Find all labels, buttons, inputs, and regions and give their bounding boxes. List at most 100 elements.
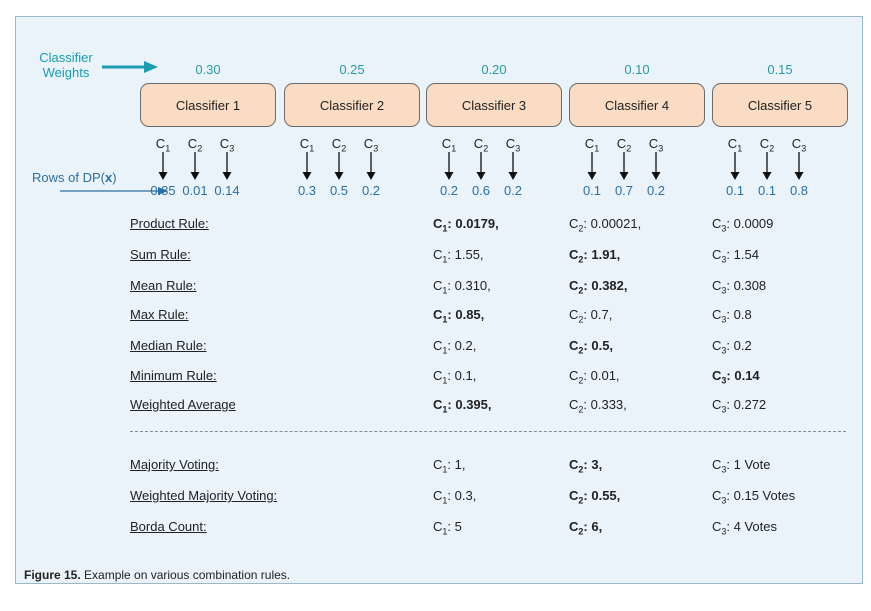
probability-value: 0.1 bbox=[582, 183, 602, 198]
rule-score-c1: C1: 1, bbox=[433, 457, 466, 475]
down-arrow bbox=[334, 152, 344, 180]
classifier-weight: 0.10 bbox=[624, 62, 650, 77]
rule-score-c1: C1: 0.3, bbox=[433, 488, 477, 506]
probability-value: 0.14 bbox=[214, 183, 240, 198]
down-arrow bbox=[302, 152, 312, 180]
class-label: C2 bbox=[187, 136, 203, 154]
class-label: C3 bbox=[791, 136, 807, 154]
classifier-box: Classifier 5 bbox=[712, 83, 848, 127]
rule-name: Max Rule: bbox=[130, 307, 189, 322]
rule-score-c2: C2: 0.5, bbox=[569, 338, 614, 356]
rule-score-c2: C2: 6, bbox=[569, 519, 603, 537]
classifier-weight: 0.20 bbox=[481, 62, 507, 77]
down-arrow bbox=[222, 152, 232, 180]
class-label: C1 bbox=[299, 136, 315, 154]
class-label: C1 bbox=[155, 136, 171, 154]
rule-score-c2: C2: 0.55, bbox=[569, 488, 621, 506]
classifier-weight: 0.30 bbox=[195, 62, 221, 77]
rule-score-c2: C2: 0.7, bbox=[569, 307, 613, 325]
class-label: C2 bbox=[331, 136, 347, 154]
down-arrow bbox=[619, 152, 629, 180]
rule-score-c3: C3: 0.2 bbox=[712, 338, 752, 356]
rule-score-c3: C3: 0.15 Votes bbox=[712, 488, 796, 506]
rule-name: Majority Voting: bbox=[130, 457, 219, 472]
classifier-box: Classifier 1 bbox=[140, 83, 276, 127]
rule-score-c2: C2: 3, bbox=[569, 457, 603, 475]
probability-value: 0.2 bbox=[503, 183, 523, 198]
class-label: C3 bbox=[363, 136, 379, 154]
rule-score-c3: C3: 0.308 bbox=[712, 278, 767, 296]
classifier-weight: 0.25 bbox=[339, 62, 365, 77]
probability-value: 0.5 bbox=[329, 183, 349, 198]
rule-score-c3: C3: 0.8 bbox=[712, 307, 752, 325]
probability-value: 0.6 bbox=[471, 183, 491, 198]
rule-score-c1: C1: 0.0179, bbox=[433, 216, 499, 234]
down-arrow bbox=[508, 152, 518, 180]
probability-value: 0.1 bbox=[725, 183, 745, 198]
down-arrow bbox=[794, 152, 804, 180]
rule-score-c1: C1: 0.310, bbox=[433, 278, 491, 296]
rule-score-c1: C1: 1.55, bbox=[433, 247, 484, 265]
rule-score-c1: C1: 5 bbox=[433, 519, 462, 537]
down-arrow bbox=[730, 152, 740, 180]
figure-caption: Figure 15. Example on various combinatio… bbox=[24, 568, 291, 582]
down-arrow bbox=[476, 152, 486, 180]
rule-score-c2: C2: 1.91, bbox=[569, 247, 621, 265]
rule-score-c2: C2: 0.01, bbox=[569, 368, 620, 386]
class-label: C3 bbox=[219, 136, 235, 154]
rows-arrow bbox=[60, 187, 168, 195]
rule-score-c1: C1: 0.1, bbox=[433, 368, 477, 386]
rule-score-c2: C2: 0.00021, bbox=[569, 216, 642, 234]
down-arrow bbox=[190, 152, 200, 180]
classifier-weight: 0.15 bbox=[767, 62, 793, 77]
classifier-box: Classifier 4 bbox=[569, 83, 705, 127]
rule-score-c3: C3: 1 Vote bbox=[712, 457, 771, 475]
rule-score-c2: C2: 0.333, bbox=[569, 397, 627, 415]
classifier-weights-label: Classifier Weights bbox=[39, 50, 93, 80]
class-label: C1 bbox=[727, 136, 743, 154]
down-arrow bbox=[587, 152, 597, 180]
classifier-box: Classifier 3 bbox=[426, 83, 562, 127]
class-label: C3 bbox=[648, 136, 664, 154]
rule-score-c1: C1: 0.395, bbox=[433, 397, 492, 415]
rule-name: Sum Rule: bbox=[130, 247, 191, 262]
probability-value: 0.2 bbox=[646, 183, 666, 198]
probability-value: 0.7 bbox=[614, 183, 634, 198]
probability-value: 0.85 bbox=[150, 183, 176, 198]
down-arrow bbox=[158, 152, 168, 180]
rule-score-c1: C1: 0.85, bbox=[433, 307, 485, 325]
rows-dp-label: Rows of DP(x) bbox=[32, 170, 117, 185]
rule-name: Minimum Rule: bbox=[130, 368, 217, 383]
down-arrow bbox=[651, 152, 661, 180]
probability-value: 0.01 bbox=[182, 183, 208, 198]
rule-score-c3: C3: 4 Votes bbox=[712, 519, 777, 537]
down-arrow bbox=[762, 152, 772, 180]
class-label: C1 bbox=[584, 136, 600, 154]
rule-score-c3: C3: 0.14 bbox=[712, 368, 760, 386]
rule-name: Weighted Majority Voting: bbox=[130, 488, 278, 503]
rule-name: Median Rule: bbox=[130, 338, 207, 353]
class-label: C1 bbox=[441, 136, 457, 154]
probability-value: 0.8 bbox=[789, 183, 809, 198]
rule-score-c3: C3: 0.272 bbox=[712, 397, 767, 415]
rule-score-c3: C3: 1.54 bbox=[712, 247, 759, 265]
rule-name: Mean Rule: bbox=[130, 278, 197, 293]
probability-value: 0.3 bbox=[297, 183, 317, 198]
class-label: C2 bbox=[616, 136, 632, 154]
rule-score-c3: C3: 0.0009 bbox=[712, 216, 774, 234]
weights-arrow bbox=[102, 61, 158, 73]
probability-value: 0.2 bbox=[439, 183, 459, 198]
class-label: C2 bbox=[473, 136, 489, 154]
class-label: C2 bbox=[759, 136, 775, 154]
down-arrow bbox=[444, 152, 454, 180]
rule-name: Borda Count: bbox=[130, 519, 207, 534]
rule-name: Product Rule: bbox=[130, 216, 209, 231]
class-label: C3 bbox=[505, 136, 521, 154]
probability-value: 0.1 bbox=[757, 183, 777, 198]
classifier-box: Classifier 2 bbox=[284, 83, 420, 127]
probability-value: 0.2 bbox=[361, 183, 381, 198]
rule-score-c1: C1: 0.2, bbox=[433, 338, 477, 356]
down-arrow bbox=[366, 152, 376, 180]
rule-score-c2: C2: 0.382, bbox=[569, 278, 628, 296]
rule-name: Weighted Average bbox=[130, 397, 236, 412]
